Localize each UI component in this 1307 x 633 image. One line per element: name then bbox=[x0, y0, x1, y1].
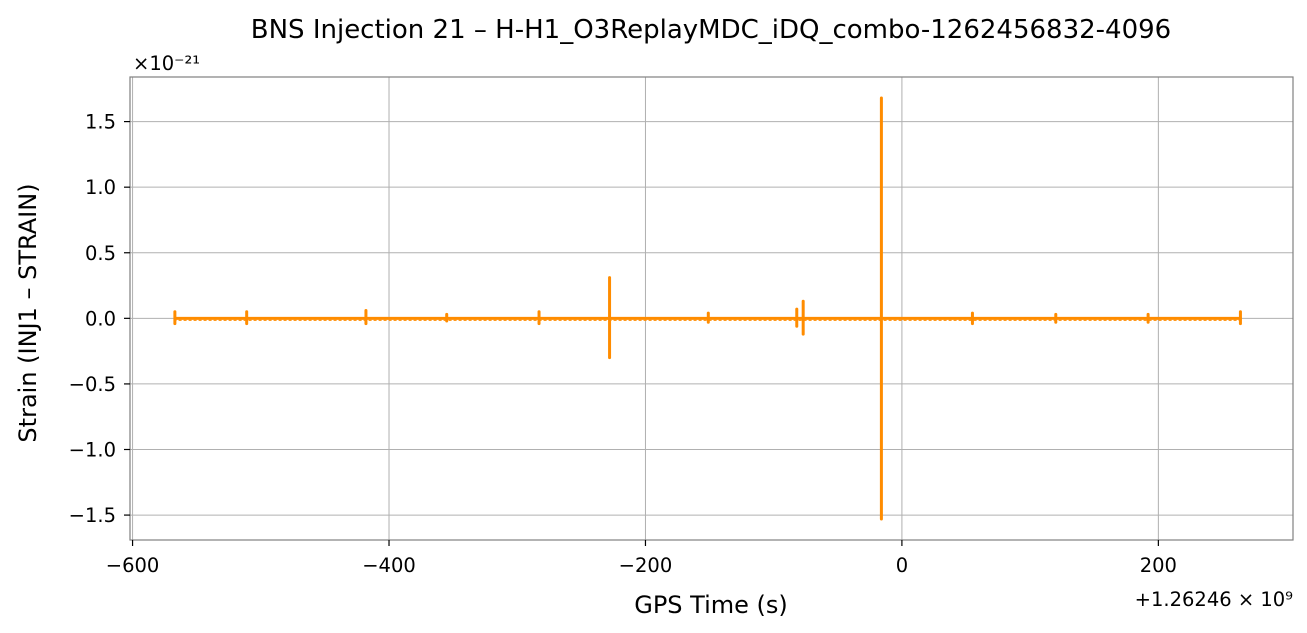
x-offset-label: +1.26246 × 10⁹ bbox=[1135, 588, 1294, 611]
x-tick-label: −200 bbox=[619, 554, 673, 577]
y-tick-label: 1.5 bbox=[85, 111, 116, 134]
y-axis-label: Strain (INJ1 – STRAIN) bbox=[14, 183, 42, 442]
y-axis-ticks: −1.5 −1.0 −0.5 0.0 0.5 1.0 1.5 bbox=[69, 111, 130, 527]
x-tick-label: −400 bbox=[362, 554, 416, 577]
chart-title: BNS Injection 21 – H-H1_O3ReplayMDC_iDQ_… bbox=[251, 15, 1171, 45]
y-tick-label: −0.5 bbox=[69, 373, 116, 396]
y-tick-label: 0.5 bbox=[85, 242, 116, 265]
data-traces bbox=[173, 96, 1242, 521]
y-tick-label: −1.0 bbox=[69, 438, 116, 461]
y-tick-label: 1.0 bbox=[85, 176, 116, 199]
x-tick-label: 200 bbox=[1140, 554, 1177, 577]
y-scale-label: ×10⁻²¹ bbox=[133, 52, 200, 75]
x-axis-label: GPS Time (s) bbox=[634, 591, 788, 619]
y-tick-label: 0.0 bbox=[85, 307, 116, 330]
plot-frame bbox=[129, 76, 1294, 541]
x-axis-ticks: −600 −400 −200 0 200 bbox=[106, 540, 1177, 577]
x-tick-label: 0 bbox=[896, 554, 908, 577]
grid-lines bbox=[130, 77, 1293, 540]
y-tick-label: −1.5 bbox=[69, 504, 116, 527]
x-tick-label: −600 bbox=[106, 554, 160, 577]
